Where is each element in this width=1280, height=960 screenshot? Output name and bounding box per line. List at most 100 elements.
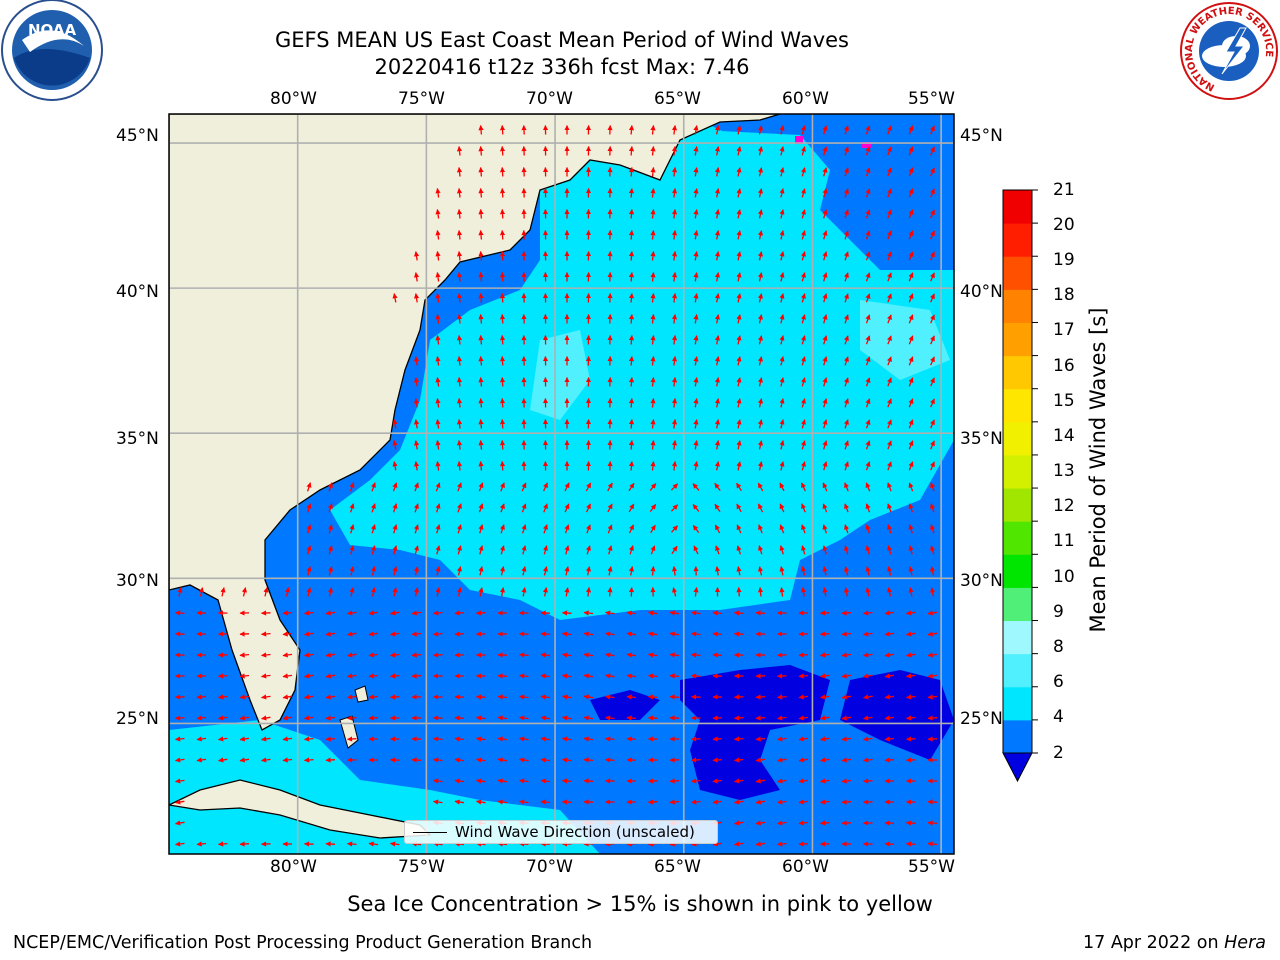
- wave-direction-arrow: [518, 673, 529, 679]
- wave-direction-arrow: [886, 587, 893, 597]
- wave-direction-arrow: [930, 209, 935, 219]
- wave-direction-arrow: [798, 841, 809, 847]
- wave-direction-arrow: [325, 757, 336, 763]
- wave-direction-arrow: [822, 356, 828, 366]
- wave-direction-arrow: [306, 545, 312, 555]
- wave-direction-arrow: [413, 356, 420, 366]
- wave-direction-arrow: [884, 715, 895, 721]
- wave-direction-arrow: [819, 694, 830, 700]
- wave-direction-arrow: [736, 251, 742, 261]
- wave-direction-arrow: [518, 694, 529, 700]
- wave-direction-arrow: [368, 694, 379, 700]
- wave-direction-arrow: [671, 525, 678, 533]
- wave-direction-arrow: [755, 841, 766, 847]
- wave-direction-arrow: [865, 272, 871, 282]
- wave-direction-arrow: [690, 799, 701, 805]
- wave-direction-arrow: [647, 799, 658, 805]
- wave-direction-arrow: [499, 439, 506, 450]
- wave-direction-arrow: [647, 694, 658, 700]
- wave-direction-arrow: [798, 736, 809, 742]
- wave-direction-arrow: [927, 820, 938, 826]
- wave-direction-arrow: [822, 209, 828, 219]
- wave-direction-arrow: [671, 355, 678, 366]
- wave-direction-arrow: [626, 673, 637, 679]
- wave-direction-arrow: [260, 694, 271, 700]
- wave-direction-arrow: [435, 271, 441, 282]
- wave-direction-arrow: [454, 778, 465, 784]
- wave-direction-arrow: [457, 503, 462, 513]
- wave-direction-arrow: [540, 778, 551, 784]
- wave-direction-arrow: [693, 335, 699, 345]
- wave-direction-arrow: [757, 461, 763, 471]
- wave-direction-arrow: [413, 461, 420, 471]
- wave-direction-arrow: [413, 419, 420, 429]
- wave-direction-arrow: [327, 545, 333, 555]
- wave-direction-arrow: [346, 715, 357, 721]
- wave-direction-arrow: [389, 631, 400, 637]
- wave-direction-arrow: [499, 376, 506, 387]
- wave-direction-arrow: [733, 610, 744, 616]
- wave-direction-arrow: [714, 335, 721, 345]
- wave-direction-arrow: [282, 652, 293, 658]
- wave-direction-arrow: [413, 482, 419, 492]
- wave-direction-arrow: [346, 736, 357, 742]
- wave-direction-arrow: [714, 125, 721, 135]
- wave-direction-arrow: [841, 694, 852, 700]
- wave-direction-arrow: [499, 292, 506, 303]
- wave-direction-arrow: [540, 715, 551, 721]
- legend-line-icon: [413, 831, 447, 833]
- wave-direction-arrow: [349, 545, 355, 555]
- wave-direction-arrow: [435, 566, 441, 576]
- wave-direction-arrow: [650, 271, 656, 282]
- wave-direction-arrow: [392, 482, 398, 492]
- wave-direction-arrow: [712, 652, 723, 658]
- wave-direction-arrow: [239, 652, 250, 658]
- wave-direction-arrow: [649, 483, 657, 491]
- wave-direction-arrow: [757, 440, 763, 450]
- map-area: [169, 114, 954, 854]
- wave-direction-arrow: [757, 335, 763, 345]
- wave-direction-arrow: [370, 566, 376, 576]
- wave-direction-arrow: [865, 188, 871, 198]
- wave-direction-arrow: [930, 356, 935, 366]
- wave-direction-arrow: [801, 545, 807, 555]
- wave-direction-arrow: [650, 545, 656, 555]
- wave-direction-arrow: [669, 799, 680, 805]
- wave-direction-arrow: [626, 715, 637, 721]
- wave-direction-arrow: [260, 757, 271, 763]
- wave-direction-arrow: [628, 482, 635, 492]
- wave-direction-arrow: [714, 419, 721, 429]
- wave-direction-arrow: [583, 694, 594, 700]
- wave-direction-arrow: [820, 736, 830, 742]
- wave-direction-arrow: [757, 146, 763, 156]
- wave-direction-arrow: [392, 293, 398, 303]
- right-lat-label: 30°N: [960, 571, 1003, 591]
- wave-direction-arrow: [604, 715, 615, 721]
- wave-direction-arrow: [930, 293, 935, 303]
- wave-direction-arrow: [540, 757, 551, 763]
- wave-direction-arrow: [884, 652, 895, 658]
- wave-direction-arrow: [862, 694, 873, 700]
- wave-direction-arrow: [306, 503, 312, 513]
- wave-direction-arrow: [884, 757, 895, 763]
- wave-direction-arrow: [843, 251, 849, 261]
- wave-direction-arrow: [865, 545, 871, 555]
- wave-direction-arrow: [670, 504, 679, 512]
- wave-direction-arrow: [693, 440, 699, 450]
- wave-direction-arrow: [908, 188, 914, 198]
- wave-direction-arrow: [542, 566, 548, 576]
- wave-direction-arrow: [497, 757, 508, 763]
- wave-direction-arrow: [239, 673, 250, 679]
- wave-direction-arrow: [843, 356, 849, 366]
- top-lon-label: 70°W: [526, 89, 573, 109]
- wave-direction-arrow: [844, 524, 850, 534]
- wave-direction-arrow: [841, 715, 852, 721]
- wave-direction-arrow: [435, 208, 441, 219]
- wave-direction-arrow: [908, 251, 914, 261]
- wave-direction-arrow: [454, 799, 465, 805]
- wave-direction-arrow: [583, 652, 594, 658]
- colorbar-tick: 9: [1053, 602, 1064, 622]
- noaa-logo: NOAA: [1, 0, 103, 101]
- wave-direction-arrow: [908, 503, 914, 513]
- wave-direction-arrow: [306, 482, 312, 492]
